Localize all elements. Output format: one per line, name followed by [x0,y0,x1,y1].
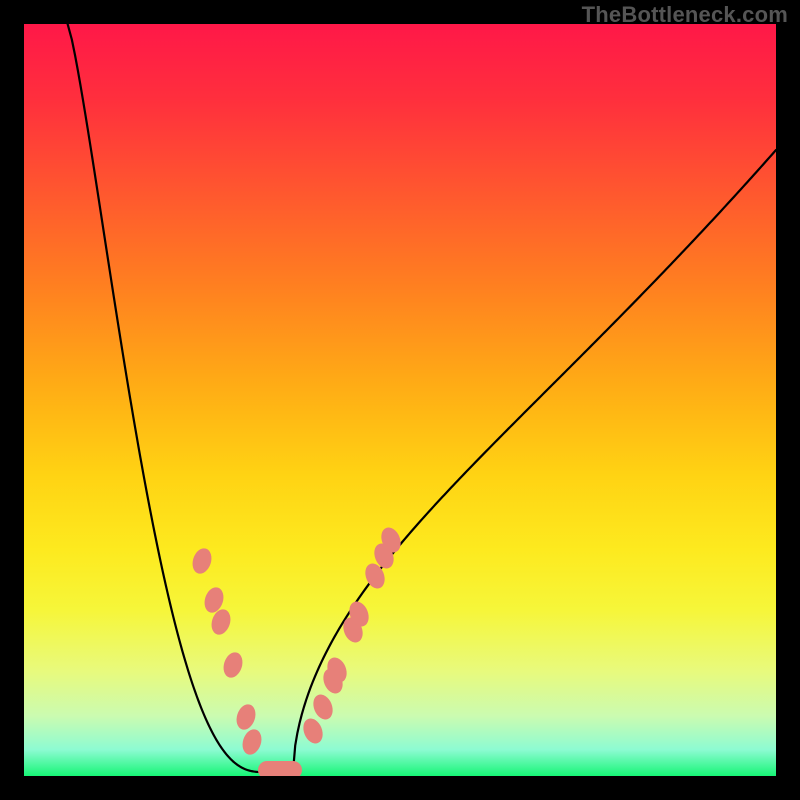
chart-frame: TheBottleneck.com [0,0,800,800]
watermark-text: TheBottleneck.com [582,2,788,28]
frame-border-bottom [0,776,800,800]
frame-border-right [776,0,800,800]
gradient-background [24,24,776,776]
frame-border-left [0,0,24,800]
chart-svg [0,0,800,800]
